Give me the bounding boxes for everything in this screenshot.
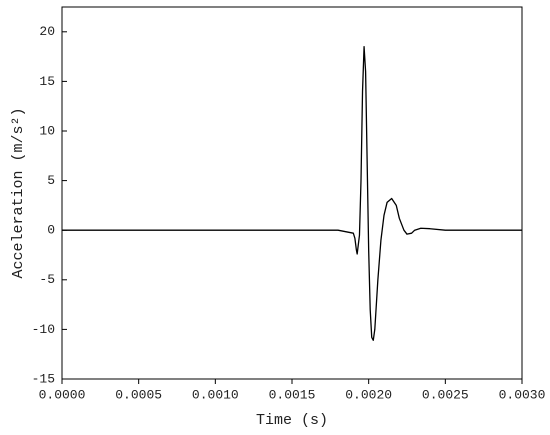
y-tick-label: 20 [39,24,55,39]
y-tick-label: 5 [47,173,55,188]
y-tick-label: -5 [39,272,55,287]
x-tick-label: 0.0005 [115,387,162,402]
plot-frame [61,6,523,380]
y-tick-label: -15 [32,371,55,386]
x-tick-label: 0.0000 [39,387,86,402]
x-tick-label: 0.0020 [345,387,392,402]
y-tick-label: 15 [39,74,55,89]
x-tick-label: 0.0025 [422,387,469,402]
y-tick-label: 10 [39,123,55,138]
x-tick-label: 0.0015 [269,387,316,402]
y-tick-label: 0 [47,223,55,238]
x-tick-label: 0.0010 [192,387,239,402]
y-axis-title: Acceleration (m/s²) [10,107,27,278]
x-tick-label: 0.0030 [499,387,546,402]
x-axis-title: Time (s) [256,412,328,429]
y-tick-label: -10 [32,322,55,337]
line-series [62,46,522,341]
